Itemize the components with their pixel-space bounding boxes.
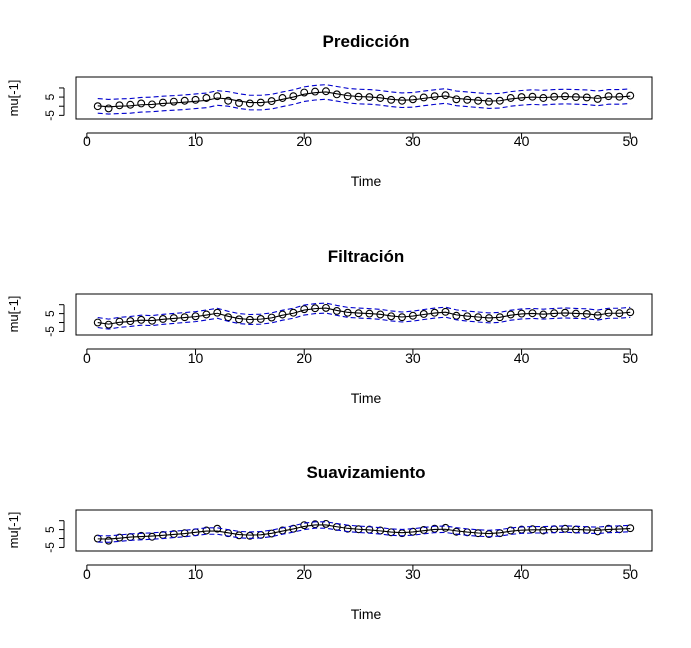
x-tick-label: 30 bbox=[405, 566, 421, 582]
series-line-smoothed bbox=[97, 524, 631, 540]
data-point bbox=[419, 93, 428, 102]
x-axis-label: Time bbox=[351, 606, 382, 622]
x-axis-label: Time bbox=[351, 173, 382, 189]
series-line-lower bbox=[97, 312, 631, 330]
x-tick-label: 20 bbox=[296, 133, 312, 149]
data-point bbox=[322, 519, 330, 528]
panel-3: Suavizamiento 0 10 20 30 40 50 Time -5 5 mu[-1] bbox=[6, 463, 653, 622]
plot-box bbox=[75, 293, 653, 336]
series-line-upper bbox=[97, 302, 631, 320]
series-line-lower bbox=[97, 98, 631, 115]
data-point bbox=[300, 521, 309, 530]
chart-title: Suavizamiento bbox=[306, 463, 425, 482]
x-tick-label: 10 bbox=[188, 133, 204, 149]
data-point bbox=[126, 100, 135, 109]
data-point bbox=[517, 93, 526, 102]
data-point bbox=[137, 99, 146, 108]
data-point bbox=[539, 310, 548, 319]
x-tick-label: 40 bbox=[514, 566, 530, 582]
x-tick-label: 40 bbox=[514, 133, 530, 149]
data-point bbox=[485, 97, 493, 106]
x-tick-label: 20 bbox=[296, 566, 312, 582]
data-point bbox=[593, 311, 602, 320]
data-point bbox=[104, 320, 113, 329]
data-point bbox=[169, 97, 178, 106]
x-tick-label: 50 bbox=[622, 350, 638, 366]
x-tick-label: 0 bbox=[83, 133, 91, 149]
data-point bbox=[202, 94, 211, 102]
data-point bbox=[191, 95, 200, 104]
plot-box bbox=[75, 76, 653, 120]
plot-box bbox=[75, 509, 653, 552]
data-point bbox=[311, 87, 320, 96]
y-tick-label: -5 bbox=[43, 326, 57, 337]
data-point bbox=[245, 99, 254, 108]
x-tick-label: 20 bbox=[296, 350, 312, 366]
x-tick-label: 0 bbox=[83, 566, 91, 582]
series-line-filtered bbox=[97, 307, 631, 325]
chart-title: Filtración bbox=[328, 247, 405, 266]
data-point bbox=[278, 94, 287, 102]
x-tick-label: 10 bbox=[188, 350, 204, 366]
data-point bbox=[300, 88, 309, 97]
data-point bbox=[441, 523, 450, 532]
x-tick-label: 40 bbox=[514, 350, 530, 366]
data-point bbox=[593, 94, 602, 103]
data-point bbox=[626, 91, 635, 100]
data-point bbox=[430, 92, 439, 101]
data-point bbox=[322, 87, 330, 96]
y-axis-label: mu[-1] bbox=[6, 80, 21, 117]
data-point bbox=[300, 305, 309, 314]
x-tick-label: 50 bbox=[622, 133, 638, 149]
data-point bbox=[158, 98, 167, 107]
data-point bbox=[224, 96, 233, 105]
data-point bbox=[213, 92, 222, 101]
series-line-predicted bbox=[97, 91, 631, 108]
chart-title: Predicción bbox=[323, 32, 410, 51]
data-point bbox=[452, 311, 461, 320]
data-point bbox=[506, 94, 515, 102]
y-tick-label: -5 bbox=[43, 110, 57, 121]
panel-1: Predicción 0 10 20 30 40 50 Time -5 5 mu[-1] bbox=[6, 32, 653, 189]
y-tick-label: 5 bbox=[43, 310, 57, 317]
x-tick-label: 30 bbox=[405, 133, 421, 149]
data-point bbox=[235, 98, 243, 107]
series-line-upper bbox=[97, 521, 631, 537]
data-point bbox=[441, 307, 450, 316]
x-tick-label: 30 bbox=[405, 350, 421, 366]
series-line-lower bbox=[97, 527, 631, 543]
data-point bbox=[441, 91, 450, 100]
x-tick-label: 0 bbox=[83, 350, 91, 366]
series-line-upper bbox=[97, 84, 631, 101]
x-axis-label: Time bbox=[351, 390, 382, 406]
data-point bbox=[593, 527, 602, 536]
x-tick-label: 50 bbox=[622, 566, 638, 582]
data-point bbox=[115, 101, 124, 110]
y-tick-label: 5 bbox=[43, 526, 57, 533]
data-point bbox=[213, 308, 222, 317]
data-point bbox=[104, 104, 113, 113]
data-point bbox=[604, 92, 613, 101]
data-point bbox=[398, 96, 406, 105]
y-tick-label: -5 bbox=[43, 542, 57, 553]
y-axis-label: mu[-1] bbox=[6, 512, 21, 549]
y-tick-label: 5 bbox=[43, 93, 57, 100]
x-tick-label: 10 bbox=[188, 566, 204, 582]
data-point bbox=[104, 536, 113, 545]
panel-2: Filtración 0 10 20 30 40 50 Time -5 5 mu[-1] bbox=[6, 247, 653, 406]
data-point bbox=[452, 95, 461, 104]
data-point bbox=[180, 96, 189, 105]
y-axis-label: mu[-1] bbox=[6, 296, 21, 333]
